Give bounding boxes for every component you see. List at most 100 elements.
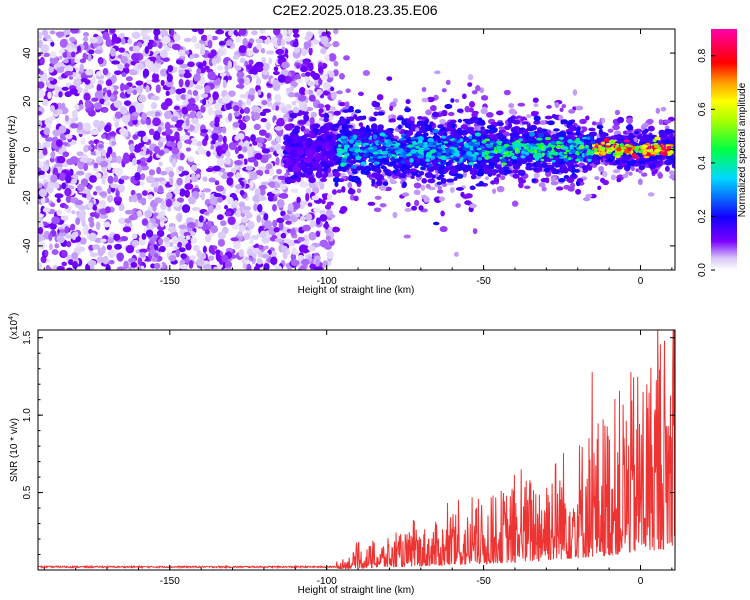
heatmap-cell [263,212,269,221]
heatmap-cell [95,185,102,191]
heatmap-cell [452,129,458,133]
heatmap-cell [236,71,245,79]
heatmap-cell [264,220,273,229]
heatmap-cell [233,29,238,36]
heatmap-cell [196,67,202,75]
heatmap-cell [272,219,278,228]
heatmap-cell [289,143,295,148]
heatmap-cell [50,202,56,208]
heatmap-cell [66,267,73,270]
heatmap-cell [587,165,593,171]
heatmap-cell [441,88,447,93]
heatmap-cell [339,73,345,80]
heatmap-cell [340,118,347,125]
heatmap-cell [291,100,297,106]
heatmap-cell [152,42,157,47]
heatmap-cell [264,169,270,175]
heatmap-cell [401,119,408,126]
heatmap-cell [190,137,198,146]
heatmap-cell [324,54,330,62]
heatmap-cell [215,29,225,35]
heatmap-cell [441,109,448,117]
heatmap-cell [147,194,154,200]
heatmap-cell [268,57,273,65]
heatmap-cell [445,79,451,86]
heatmap-cell [121,72,127,78]
heatmap-cell [182,100,189,106]
heatmap-cell [209,197,219,206]
heatmap-cell [61,261,67,267]
heatmap-cell [142,68,150,78]
heatmap-cell [254,61,264,69]
heatmap-cell [436,189,444,194]
heatmap-cell [325,235,332,241]
heatmap-cell [248,59,254,66]
heatmap-cell [299,181,309,188]
heatmap-cell [264,132,270,139]
heatmap-cell [533,120,541,125]
heatmap-cell [329,140,335,148]
heatmap-cell [330,91,337,100]
heatmap-cell [460,191,465,198]
heatmap-cell [550,181,559,186]
heatmap-cell [309,165,315,172]
heatmap-cell [294,125,301,130]
heatmap-cell [71,210,76,215]
heatmap-cell [460,164,468,170]
heatmap-cell [490,135,498,140]
heatmap-cell [109,95,115,101]
heatmap-cell [225,39,233,47]
heatmap-cell [120,55,128,64]
heatmap-cell [192,244,200,252]
heatmap-cell [272,79,280,88]
heatmap-cell [444,103,453,109]
heatmap-cell [169,135,176,143]
heatmap-cell [75,217,81,226]
heatmap-cell [266,92,272,99]
heatmap-cell [184,175,191,185]
heatmap-cell [191,206,201,212]
heatmap-cell [333,110,341,116]
heatmap-cell [350,168,358,172]
heatmap-cell [166,207,172,212]
heatmap-cell [561,104,567,109]
heatmap-cell [386,172,392,177]
heatmap-cell [245,64,253,71]
heatmap-cell [425,109,432,116]
heatmap-cell [322,260,329,268]
heatmap-cell [258,244,264,250]
heatmap-cell [228,30,234,37]
heatmap-cell [97,79,104,85]
heatmap-cell [239,108,245,114]
heatmap-cell [239,189,245,196]
heatmap-cell [254,153,263,160]
heatmap-cell [295,79,303,84]
heatmap-cell [172,188,181,195]
heatmap-cell [202,245,207,254]
heatmap-cell [164,110,172,120]
heatmap-cell [332,123,340,128]
heatmap-cell [471,90,478,95]
heatmap-cell [146,29,153,34]
heatmap-cell [664,165,670,172]
heatmap-cell [285,158,294,166]
heatmap-cell [213,266,218,270]
heatmap-cell [175,94,181,102]
heatmap-cell [341,186,346,193]
heatmap-cell [375,179,383,186]
heatmap-cell [286,248,291,255]
heatmap-cell [427,178,436,184]
heatmap-cell [39,70,44,75]
heatmap-cell [332,41,340,48]
heatmap-cell [455,187,464,191]
heatmap-cell [178,224,187,230]
heatmap-cell [297,236,305,242]
heatmap-cell [70,223,76,231]
heatmap-cell [130,262,138,268]
heatmap-cell [276,198,285,208]
heatmap-cell [124,217,132,224]
heatmap-cell [188,260,194,269]
heatmap-cell [123,100,132,106]
heatmap-cell [294,213,301,218]
